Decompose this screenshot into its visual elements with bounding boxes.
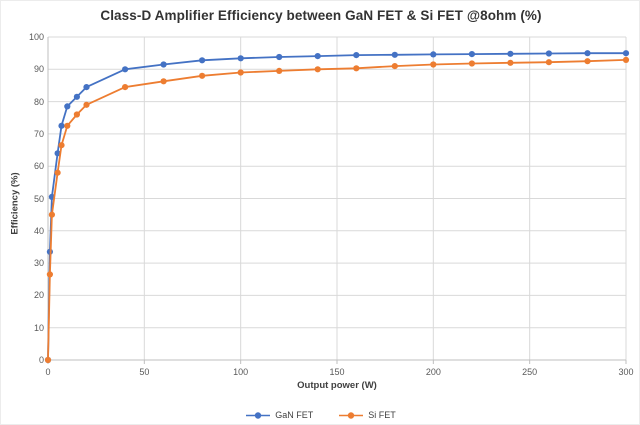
- data-point-si-fet: [64, 122, 71, 129]
- data-point-si-fet: [83, 101, 90, 108]
- y-tick-label: 70: [33, 128, 44, 139]
- data-point-si-fet: [430, 61, 437, 68]
- data-point-si-fet: [391, 63, 398, 70]
- data-point-gan-fet: [276, 53, 283, 61]
- data-point-si-fet: [276, 67, 283, 74]
- data-point-gan-fet: [160, 61, 167, 68]
- series-line-si-fet: [47, 59, 627, 361]
- data-point-si-fet: [468, 60, 475, 67]
- y-tick-label: 20: [33, 290, 44, 301]
- data-point-gan-fet: [199, 57, 206, 64]
- y-tick-label: 10: [33, 322, 44, 333]
- data-point-si-fet: [622, 56, 630, 64]
- data-point-si-fet: [160, 78, 167, 85]
- y-tick-label: 60: [33, 161, 44, 172]
- data-point-gan-fet: [545, 50, 553, 57]
- data-point-si-fet: [46, 271, 54, 278]
- x-tick-label: 50: [139, 367, 150, 377]
- data-point-si-fet: [58, 142, 65, 149]
- y-tick-label: 100: [28, 32, 44, 42]
- data-point-gan-fet: [468, 51, 475, 58]
- data-point-gan-fet: [237, 55, 244, 62]
- x-tick-label: 100: [233, 367, 249, 377]
- si-fet-legend-marker-icon: [339, 411, 364, 419]
- data-point-si-fet: [237, 69, 244, 76]
- data-point-gan-fet: [507, 50, 514, 57]
- chart-title: Class-D Amplifier Efficiency between GaN…: [100, 8, 542, 23]
- gan-fet-legend-marker-icon: [246, 411, 271, 419]
- x-axis-title: Output power (W): [297, 380, 377, 391]
- data-point-si-fet: [122, 84, 129, 91]
- y-tick-label: 30: [33, 258, 44, 269]
- legend-label-gan-fet: GaN FET: [275, 410, 314, 420]
- data-point-gan-fet: [73, 93, 80, 100]
- data-point-si-fet: [54, 169, 61, 176]
- y-tick-label: 50: [33, 193, 44, 204]
- x-tick-label: 150: [329, 367, 345, 377]
- data-point-gan-fet: [622, 50, 630, 57]
- data-point-si-fet: [584, 58, 591, 65]
- data-point-si-fet: [44, 356, 52, 364]
- y-tick-label: 90: [33, 64, 44, 75]
- x-tick-label: 200: [425, 367, 441, 377]
- series-line-gan-fet: [47, 52, 626, 361]
- data-point-si-fet: [353, 65, 360, 72]
- y-tick-label: 40: [33, 225, 44, 236]
- data-point-gan-fet: [353, 52, 360, 59]
- data-point-si-fet: [545, 59, 553, 66]
- x-tick-label: 300: [618, 367, 634, 377]
- data-point-gan-fet: [83, 84, 90, 91]
- data-point-gan-fet: [584, 50, 591, 57]
- y-tick-label: 0: [38, 355, 44, 365]
- data-point-si-fet: [48, 211, 56, 218]
- legend: GaN FET Si FET: [1, 407, 639, 423]
- legend-item-si-fet: Si FET: [339, 410, 396, 420]
- data-point-gan-fet: [430, 51, 437, 58]
- legend-label-si-fet: Si FET: [368, 410, 396, 420]
- data-point-si-fet: [507, 59, 514, 66]
- data-point-gan-fet: [391, 51, 398, 58]
- data-point-gan-fet: [58, 122, 65, 129]
- data-point-gan-fet: [64, 103, 71, 110]
- data-point-gan-fet: [314, 53, 321, 60]
- data-point-gan-fet: [122, 66, 129, 73]
- y-tick-label: 80: [33, 96, 44, 107]
- data-point-si-fet: [314, 66, 321, 73]
- x-tick-label: 0: [45, 367, 51, 377]
- data-point-gan-fet: [54, 150, 61, 157]
- data-point-si-fet: [73, 111, 80, 118]
- data-point-si-fet: [199, 72, 206, 79]
- legend-item-gan-fet: GaN FET: [246, 410, 313, 420]
- x-tick-label: 250: [522, 367, 538, 377]
